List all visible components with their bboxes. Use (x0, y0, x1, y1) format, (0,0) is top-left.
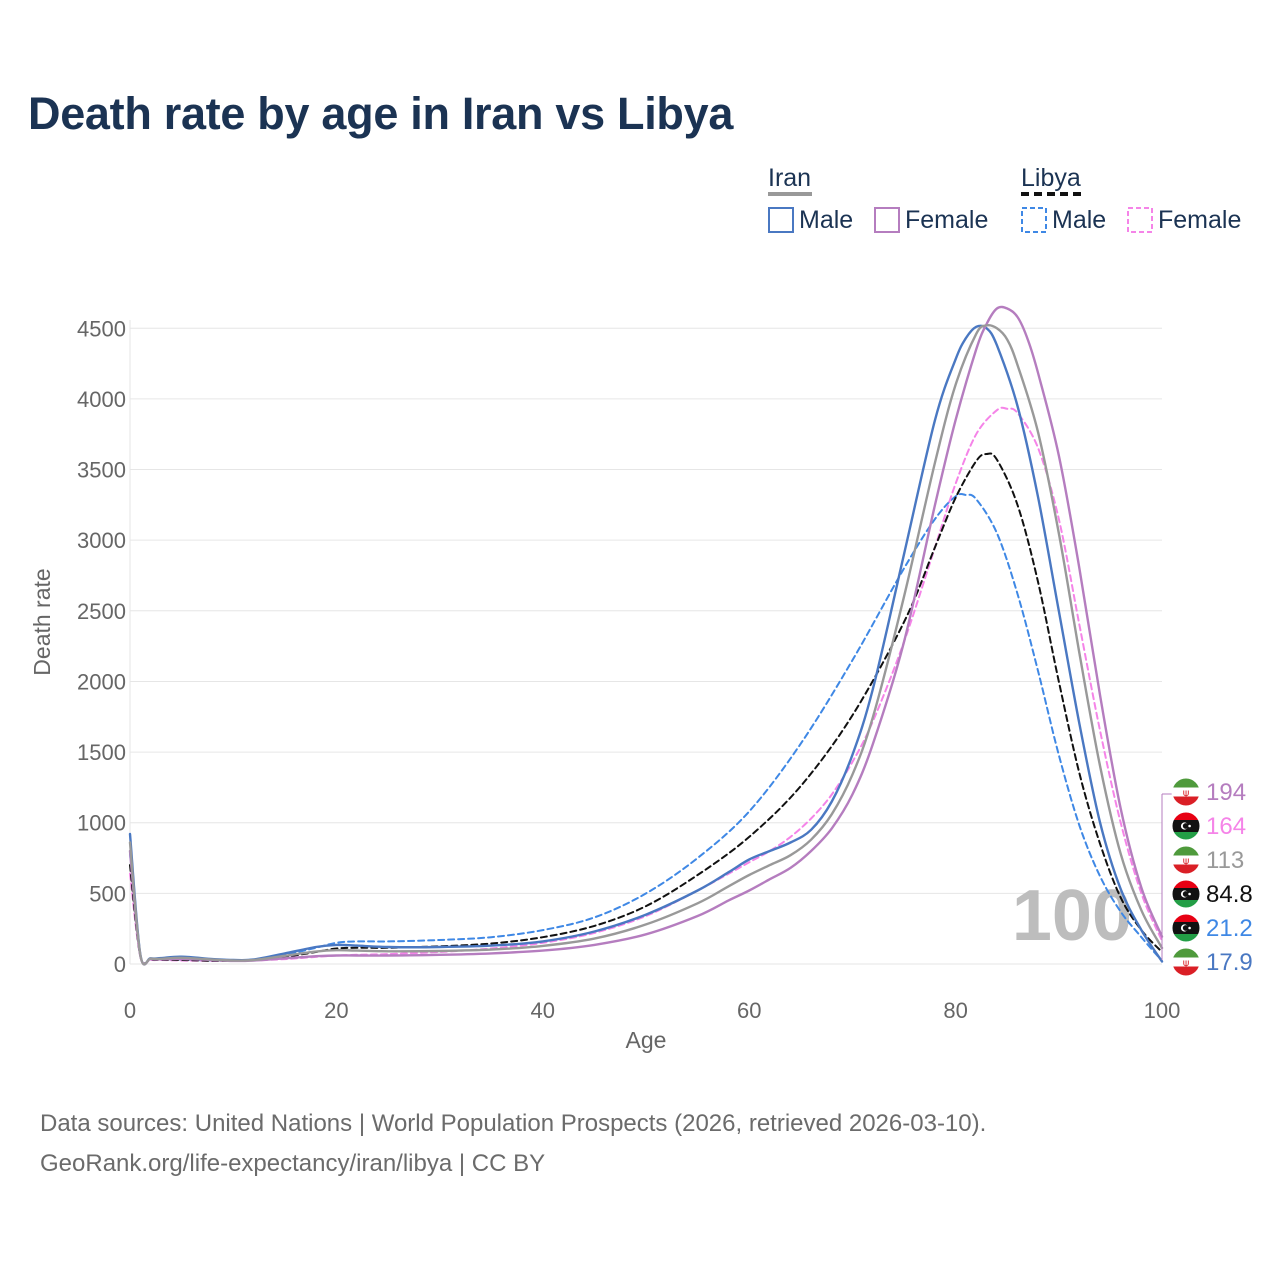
iran-flag-icon: ψ (1171, 845, 1201, 875)
chart-title: Death rate by age in Iran vs Libya (28, 88, 734, 139)
libya-flag-icon (1171, 811, 1201, 841)
svg-text:ψ: ψ (1183, 958, 1190, 969)
footer-link[interactable]: GeoRank.org/life-expectancy/iran/libya |… (40, 1150, 546, 1177)
y-tick-label: 4000 (77, 387, 126, 412)
y-axis-title: Death rate (29, 568, 55, 675)
legend-group-libya: Libya Male Female (1021, 164, 1241, 234)
end-label-value: 113 (1206, 847, 1244, 874)
end-label-value: 194 (1206, 779, 1246, 806)
legend-item-label: Male (799, 206, 853, 234)
legend-swatch (874, 207, 900, 233)
legend-item-libya-male[interactable]: Male (1021, 206, 1106, 234)
legend-item-label: Male (1052, 206, 1106, 234)
y-tick-label: 0 (114, 952, 126, 977)
legend-item-label: Female (1158, 206, 1241, 234)
legend-group-title: Libya (1021, 164, 1081, 192)
legend-item-iran-female[interactable]: Female (874, 206, 988, 234)
x-axis-ticks: 0 20 40 60 80 100 (124, 998, 1180, 1023)
legend-swatch (1021, 207, 1047, 233)
end-label-value: 164 (1206, 813, 1246, 840)
legend-swatch (768, 207, 794, 233)
end-label-value: 17.9 (1206, 949, 1253, 976)
legend-item-label: Female (905, 206, 988, 234)
series-line-iran-female[interactable] (128, 305, 1164, 966)
legend-group-iran: Iran Male Female (768, 164, 988, 234)
x-tick-label: 80 (943, 998, 967, 1023)
end-label-value: 21.2 (1206, 915, 1253, 942)
legend-group-title: Iran (768, 164, 811, 192)
series-line-iran-total[interactable] (128, 323, 1164, 966)
y-tick-label: 2000 (77, 669, 126, 694)
x-tick-label: 40 (531, 998, 555, 1023)
svg-text:ψ: ψ (1183, 856, 1190, 867)
y-tick-label: 1500 (77, 740, 126, 765)
x-tick-label: 100 (1144, 998, 1181, 1023)
gridlines (129, 320, 1162, 965)
x-axis-title: Age (626, 1027, 667, 1053)
y-tick-label: 3500 (77, 458, 126, 483)
y-tick-label: 3000 (77, 528, 126, 553)
libya-flag-icon (1171, 913, 1201, 943)
end-label-value: 84.8 (1206, 881, 1253, 908)
series-lines (128, 305, 1164, 966)
end-labels: ψ 194 164 ψ 113 84.8 21.2 ψ 17.9 (1161, 777, 1253, 977)
series-line-iran-male[interactable] (128, 324, 1164, 966)
end-label-bracket (1161, 793, 1172, 960)
footer: Data sources: United Nations | World Pop… (40, 1104, 986, 1184)
y-tick-label: 4500 (77, 316, 126, 341)
y-axis-ticks: 0 500 1000 1500 2000 2500 3000 3500 4000 4500 (77, 316, 126, 977)
x-tick-label: 0 (124, 998, 136, 1023)
libya-flag-icon (1171, 879, 1201, 909)
iran-flag-icon: ψ (1171, 947, 1201, 977)
age-watermark: 100 (1012, 876, 1132, 956)
x-tick-label: 60 (737, 998, 761, 1023)
legend-swatch (1127, 207, 1153, 233)
y-tick-label: 2500 (77, 599, 126, 624)
legend: Iran Male Female Libya Male Female (768, 164, 1241, 234)
series-line-libya-female[interactable] (129, 406, 1163, 965)
y-tick-label: 500 (89, 881, 126, 906)
x-tick-label: 20 (324, 998, 348, 1023)
footer-sources: Data sources: United Nations | World Pop… (40, 1110, 987, 1137)
y-tick-label: 1000 (77, 811, 126, 836)
iran-flag-icon: ψ (1171, 777, 1201, 807)
legend-item-libya-female[interactable]: Female (1127, 206, 1241, 234)
svg-text:ψ: ψ (1183, 788, 1190, 799)
series-line-libya-total[interactable] (129, 452, 1163, 965)
legend-item-iran-male[interactable]: Male (768, 206, 853, 234)
